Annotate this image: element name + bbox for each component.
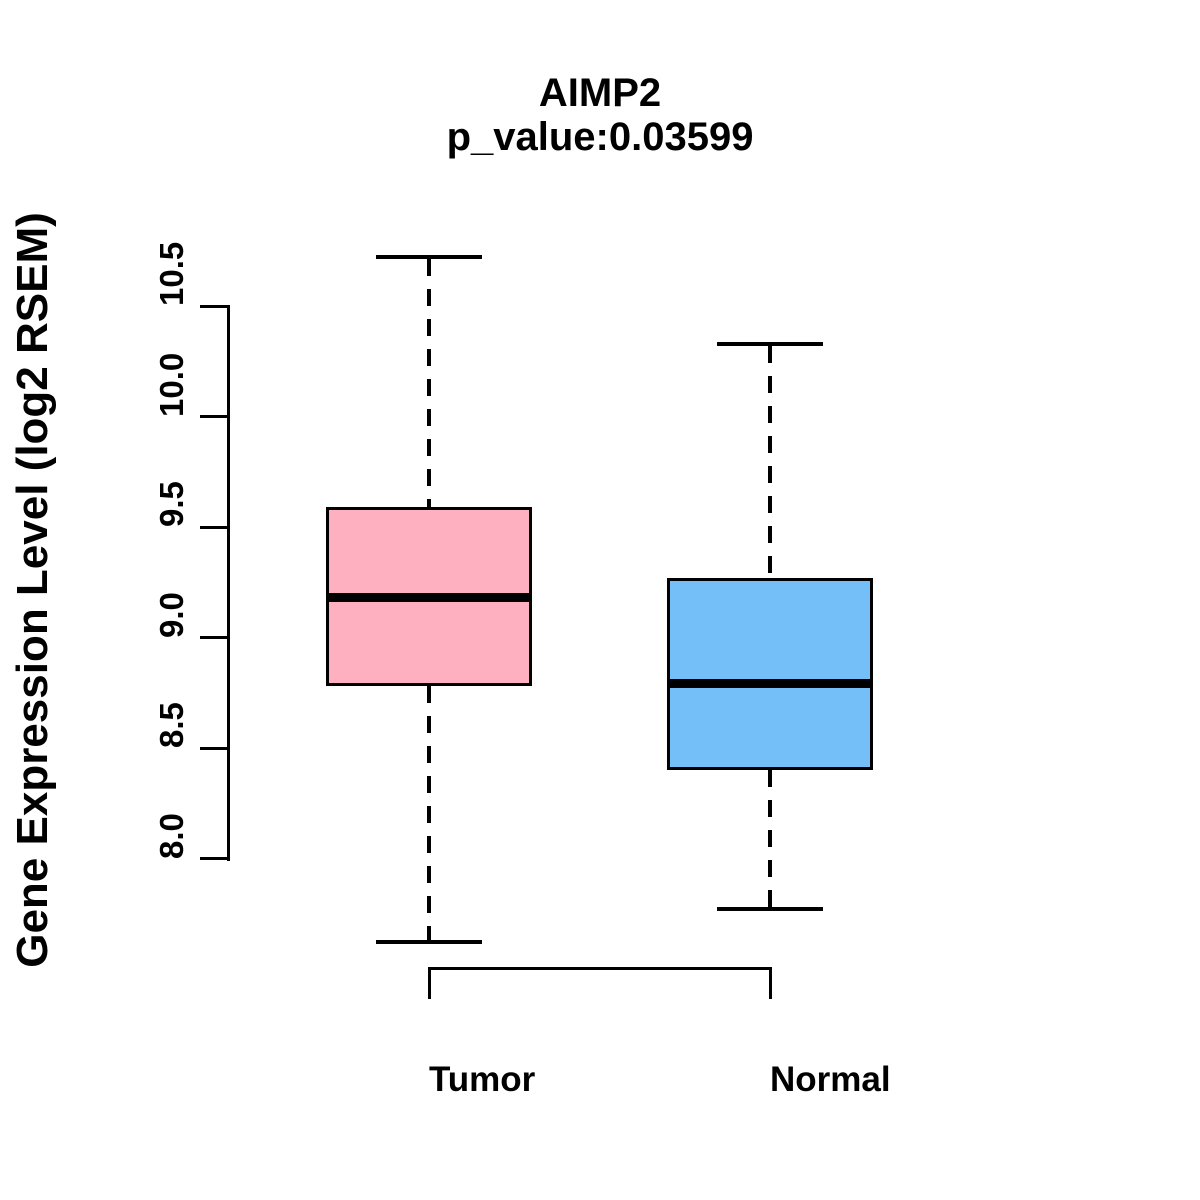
chart-subtitle-pvalue: p_value:0.03599	[446, 115, 754, 159]
y-axis-line	[227, 305, 230, 861]
x-axis-tick	[769, 967, 772, 999]
y-axis-tick	[200, 526, 227, 529]
whisker-lower-tumor	[427, 686, 431, 940]
median-line-tumor	[329, 593, 529, 602]
median-line-normal	[670, 679, 870, 688]
whisker-cap-upper-tumor	[376, 255, 482, 259]
chart-title: AIMP2	[538, 71, 662, 115]
y-axis-tick	[200, 415, 227, 418]
y-axis-tick	[200, 305, 227, 308]
whisker-upper-tumor	[427, 259, 431, 507]
y-axis-tick	[200, 747, 227, 750]
whisker-cap-lower-tumor	[376, 940, 482, 944]
y-axis-tick	[200, 636, 227, 639]
whisker-upper-normal	[768, 346, 772, 578]
y-axis-tick	[200, 857, 227, 860]
whisker-cap-lower-normal	[717, 907, 823, 911]
whisker-cap-upper-normal	[717, 342, 823, 346]
x-axis-tick	[428, 967, 431, 999]
box-body-normal	[667, 578, 873, 770]
x-axis-line	[429, 967, 770, 970]
whisker-lower-normal	[768, 770, 772, 907]
